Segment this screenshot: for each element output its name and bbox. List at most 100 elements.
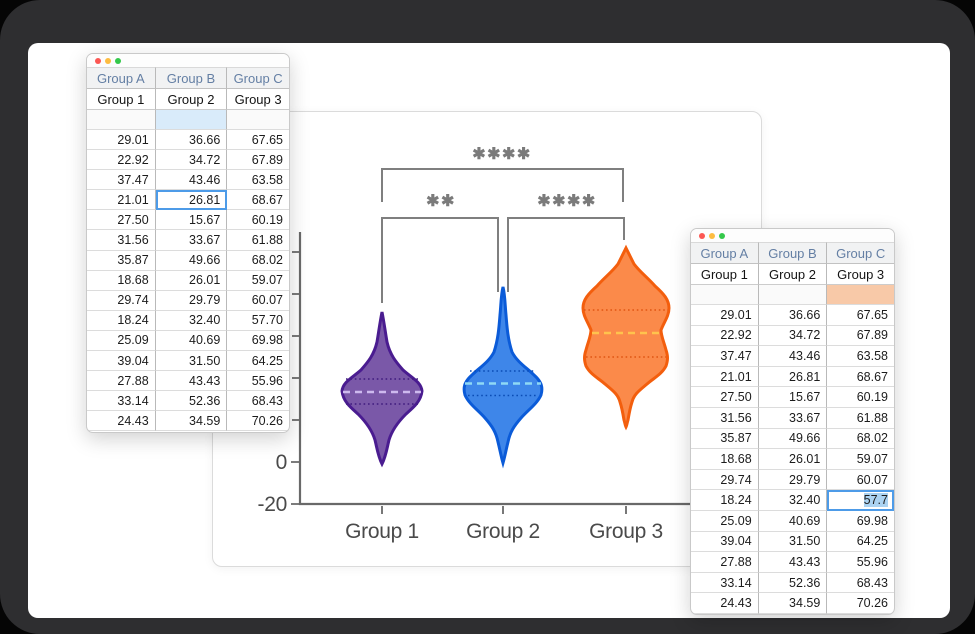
data-cell[interactable]: 31.50 bbox=[758, 531, 828, 553]
editing-cell[interactable]: 57.7 bbox=[827, 490, 894, 511]
data-cell[interactable]: 33.14 bbox=[691, 572, 759, 594]
data-cell[interactable]: 34.72 bbox=[758, 325, 828, 347]
data-cell[interactable]: 61.88 bbox=[227, 230, 289, 251]
data-cell[interactable]: 29.79 bbox=[155, 290, 228, 311]
data-cell[interactable]: 27.50 bbox=[87, 210, 156, 231]
data-cell[interactable]: 59.07 bbox=[827, 449, 894, 470]
highlighted-empty-cell[interactable] bbox=[155, 110, 228, 130]
column-header[interactable]: Group C bbox=[227, 67, 289, 89]
window-titlebar[interactable] bbox=[87, 54, 289, 67]
data-cell[interactable]: 32.40 bbox=[758, 490, 828, 511]
data-cell[interactable]: 55.96 bbox=[227, 371, 289, 392]
data-cell[interactable]: 31.56 bbox=[691, 407, 759, 429]
column-subheader[interactable]: Group 3 bbox=[827, 264, 894, 285]
empty-cell[interactable] bbox=[691, 285, 759, 305]
data-cell[interactable]: 37.47 bbox=[87, 170, 156, 191]
violin-body-group-3[interactable] bbox=[581, 244, 671, 431]
data-cell[interactable]: 18.68 bbox=[87, 270, 156, 291]
data-cell[interactable]: 31.50 bbox=[155, 351, 228, 372]
data-cell[interactable]: 52.36 bbox=[758, 572, 828, 594]
selected-cell[interactable]: 26.81 bbox=[155, 190, 228, 211]
data-cell[interactable]: 43.43 bbox=[758, 552, 828, 573]
data-cell[interactable]: 67.89 bbox=[227, 150, 289, 171]
data-cell[interactable]: 31.56 bbox=[87, 230, 156, 251]
data-cell[interactable]: 67.65 bbox=[227, 130, 289, 151]
column-header[interactable]: Group A bbox=[87, 67, 156, 89]
minimize-button[interactable] bbox=[105, 57, 111, 64]
column-header[interactable]: Group B bbox=[155, 67, 228, 89]
data-cell[interactable]: 26.01 bbox=[758, 449, 828, 470]
data-cell[interactable]: 68.02 bbox=[827, 429, 894, 450]
data-cell[interactable]: 60.07 bbox=[827, 470, 894, 491]
highlighted-empty-cell[interactable] bbox=[827, 285, 894, 305]
data-cell[interactable]: 64.25 bbox=[227, 351, 289, 372]
data-cell[interactable]: 15.67 bbox=[155, 210, 228, 231]
data-cell[interactable]: 68.43 bbox=[827, 573, 894, 594]
minimize-button[interactable] bbox=[709, 232, 715, 239]
column-subheader[interactable]: Group 3 bbox=[227, 89, 289, 110]
data-cell[interactable]: 68.43 bbox=[227, 391, 289, 412]
data-cell[interactable]: 22.92 bbox=[87, 150, 156, 171]
data-cell[interactable]: 27.50 bbox=[691, 387, 759, 408]
data-cell[interactable]: 43.46 bbox=[758, 346, 828, 367]
data-cell[interactable]: 29.01 bbox=[87, 130, 156, 151]
column-header[interactable]: Group A bbox=[691, 242, 759, 264]
data-cell[interactable]: 33.67 bbox=[155, 230, 228, 251]
data-cell[interactable]: 35.87 bbox=[691, 428, 759, 450]
data-cell[interactable]: 36.66 bbox=[155, 130, 228, 151]
column-header[interactable]: Group B bbox=[758, 242, 828, 264]
data-cell[interactable]: 24.43 bbox=[691, 593, 759, 614]
data-cell[interactable]: 26.81 bbox=[758, 366, 828, 388]
zoom-button[interactable] bbox=[115, 57, 121, 64]
close-button[interactable] bbox=[699, 232, 705, 239]
data-cell[interactable]: 68.67 bbox=[827, 367, 894, 388]
data-cell[interactable]: 39.04 bbox=[691, 531, 759, 553]
column-subheader[interactable]: Group 1 bbox=[691, 264, 759, 285]
data-cell[interactable]: 39.04 bbox=[87, 351, 156, 372]
data-cell[interactable]: 27.88 bbox=[691, 552, 759, 573]
data-cell[interactable]: 34.72 bbox=[155, 150, 228, 171]
data-cell[interactable]: 40.69 bbox=[758, 510, 828, 532]
data-cell[interactable]: 24.43 bbox=[87, 411, 156, 432]
data-cell[interactable]: 49.66 bbox=[155, 250, 228, 271]
data-cell[interactable]: 68.67 bbox=[227, 190, 289, 211]
data-cell[interactable]: 60.19 bbox=[827, 387, 894, 408]
data-cell[interactable]: 37.47 bbox=[691, 346, 759, 367]
data-cell[interactable]: 18.24 bbox=[87, 310, 156, 331]
empty-cell[interactable] bbox=[758, 285, 828, 305]
data-cell[interactable]: 52.36 bbox=[155, 391, 228, 412]
data-cell[interactable]: 26.01 bbox=[155, 270, 228, 291]
data-cell[interactable]: 68.02 bbox=[227, 251, 289, 271]
data-cell[interactable]: 29.74 bbox=[87, 290, 156, 311]
data-cell[interactable]: 43.46 bbox=[155, 170, 228, 191]
violin-body-group-2[interactable] bbox=[462, 286, 544, 469]
data-cell[interactable]: 69.98 bbox=[227, 331, 289, 352]
column-subheader[interactable]: Group 1 bbox=[87, 89, 156, 110]
data-cell[interactable]: 29.79 bbox=[758, 469, 828, 491]
data-cell[interactable]: 55.96 bbox=[827, 552, 894, 573]
data-cell[interactable]: 29.74 bbox=[691, 469, 759, 491]
data-cell[interactable]: 32.40 bbox=[155, 310, 228, 331]
data-cell[interactable]: 25.09 bbox=[691, 510, 759, 532]
data-cell[interactable]: 29.01 bbox=[691, 305, 759, 326]
data-cell[interactable]: 18.24 bbox=[691, 490, 759, 511]
data-cell[interactable]: 15.67 bbox=[758, 387, 828, 408]
data-cell[interactable]: 21.01 bbox=[87, 190, 156, 211]
column-subheader[interactable]: Group 2 bbox=[155, 89, 228, 110]
violin-body-group-1[interactable] bbox=[340, 311, 424, 468]
data-cell[interactable]: 60.07 bbox=[227, 291, 289, 311]
data-cell[interactable]: 43.43 bbox=[155, 371, 228, 392]
data-cell[interactable]: 64.25 bbox=[827, 532, 894, 553]
data-cell[interactable]: 49.66 bbox=[758, 428, 828, 450]
zoom-button[interactable] bbox=[719, 232, 725, 239]
data-cell[interactable]: 34.59 bbox=[758, 593, 828, 614]
column-header[interactable]: Group C bbox=[827, 242, 894, 264]
data-cell[interactable]: 18.68 bbox=[691, 449, 759, 470]
empty-cell[interactable] bbox=[227, 110, 289, 130]
data-cell[interactable]: 67.89 bbox=[827, 326, 894, 347]
data-cell[interactable]: 70.26 bbox=[227, 411, 289, 432]
close-button[interactable] bbox=[95, 57, 101, 64]
data-cell[interactable]: 21.01 bbox=[691, 366, 759, 388]
data-cell[interactable]: 63.58 bbox=[827, 346, 894, 367]
data-cell[interactable]: 22.92 bbox=[691, 325, 759, 347]
